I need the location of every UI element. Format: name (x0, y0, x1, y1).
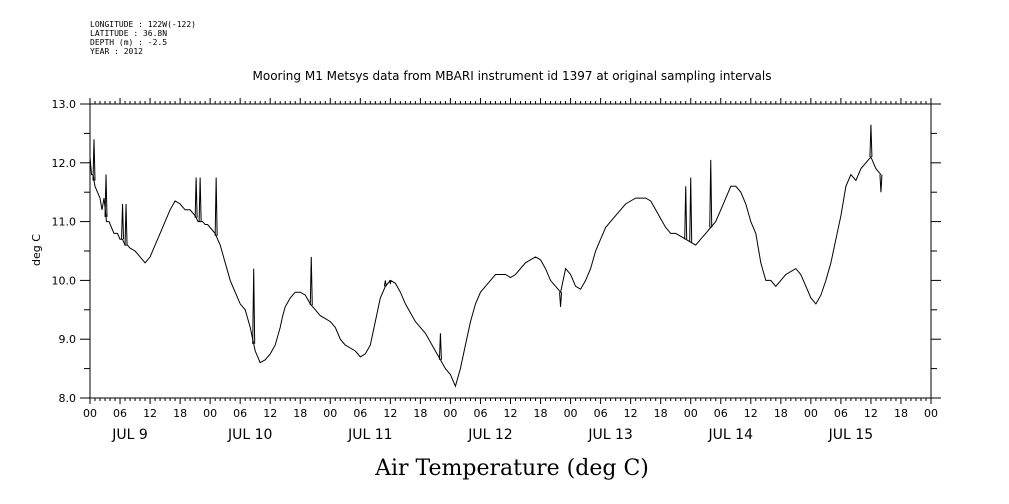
day-label: JUL 9 (111, 427, 148, 443)
temperature-spike (438, 333, 442, 360)
temperature-spike (388, 280, 392, 285)
x-tick-label: 00 (83, 407, 97, 420)
x-tick-label: 12 (504, 407, 518, 420)
x-tick-label: 06 (473, 407, 487, 420)
y-axis-label: deg C (30, 234, 43, 266)
day-label: JUL 10 (227, 427, 272, 443)
y-tick-label: 12.0 (52, 157, 77, 170)
x-axis-title: Air Temperature (deg C) (374, 456, 649, 481)
x-tick-label: 06 (113, 407, 127, 420)
y-tick-label: 11.0 (52, 216, 77, 229)
meta-year: YEAR : 2012 (90, 47, 143, 56)
x-tick-label: 06 (714, 407, 728, 420)
plot-frame (89, 103, 932, 399)
temperature-spike (709, 159, 713, 228)
temperature-spike (879, 174, 883, 193)
x-tick-label: 18 (774, 407, 788, 420)
x-tick-label: 00 (443, 407, 457, 420)
temperature-spike (309, 256, 313, 306)
x-tick-label: 12 (744, 407, 758, 420)
x-tick-label: 12 (143, 407, 157, 420)
x-tick-label: 12 (383, 407, 397, 420)
x-tick-label: 00 (684, 407, 698, 420)
temperature-spike (92, 139, 96, 181)
temperature-spike (124, 203, 128, 246)
x-tick-label: 18 (413, 407, 427, 420)
x-tick-label: 00 (323, 407, 337, 420)
series-layer (89, 124, 883, 388)
x-tick-label: 18 (894, 407, 908, 420)
temperature-spike (252, 268, 256, 344)
y-tick-label: 10.0 (52, 274, 77, 287)
temperature-spike (559, 292, 563, 307)
x-tick-label: 06 (353, 407, 367, 420)
x-tick-label: 12 (263, 407, 277, 420)
header-meta: LONGITUDE : 122W(-122) LATITUDE : 36.8N … (90, 20, 196, 56)
day-label: JUL 15 (828, 427, 873, 443)
day-label: JUL 12 (467, 427, 512, 443)
temperature-spike (104, 174, 108, 217)
plot-border (89, 103, 932, 399)
y-tick-label: 8.0 (59, 392, 77, 405)
temperature-spike (689, 177, 693, 243)
meta-latitude: LATITUDE : 36.8N (90, 29, 168, 38)
temperature-spike (214, 177, 218, 236)
x-tick-label: 12 (864, 407, 878, 420)
chart-title: Mooring M1 Metsys data from MBARI instru… (253, 69, 772, 83)
x-tick-label: 00 (804, 407, 818, 420)
ticks-layer (80, 98, 941, 404)
x-tick-label: 12 (624, 407, 638, 420)
x-tick-label: 18 (654, 407, 668, 420)
temperature-spike (194, 177, 198, 218)
y-tick-label: 9.0 (59, 333, 77, 346)
x-tick-label: 00 (203, 407, 217, 420)
day-label: JUL 13 (587, 427, 632, 443)
meta-longitude: LONGITUDE : 122W(-122) (90, 20, 196, 29)
labels-layer: 00 06 12 18 00 06 12 18 00 06 12 18 00 06 12 18 00 06 12 18… (52, 98, 939, 443)
day-label: JUL 14 (708, 427, 754, 443)
temperature-spike (198, 177, 202, 222)
temperature-spike (121, 203, 125, 240)
x-tick-label: 18 (173, 407, 187, 420)
day-label: JUL 11 (347, 427, 392, 443)
x-tick-label: 06 (594, 407, 608, 420)
x-tick-label: 00 (564, 407, 578, 420)
meta-depth: DEPTH (m) : -2.5 (90, 38, 168, 47)
temperature-spike (684, 186, 688, 240)
y-tick-label: 13.0 (52, 98, 77, 111)
x-tick-label: 18 (534, 407, 548, 420)
temperature-line (89, 155, 882, 388)
x-tick-label: 06 (834, 407, 848, 420)
x-tick-label: 00 (924, 407, 938, 420)
x-tick-label: 18 (293, 407, 307, 420)
temperature-spike (383, 280, 387, 287)
x-tick-label: 06 (233, 407, 247, 420)
temperature-spike (869, 124, 873, 157)
